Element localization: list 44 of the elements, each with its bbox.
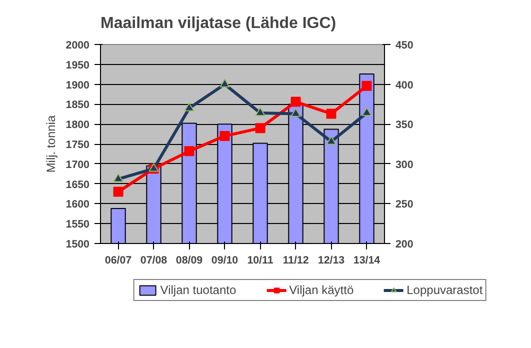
point: [220, 131, 230, 142]
y-tick-label: 1750: [66, 139, 90, 151]
point: [362, 80, 372, 91]
y-tick-label: 1900: [66, 79, 90, 92]
y-tick-label: 1850: [66, 99, 90, 112]
point: [290, 96, 301, 107]
y2-tick-label: 350: [396, 119, 414, 132]
y-tick-label: 1550: [66, 218, 90, 231]
point: [113, 173, 124, 182]
x-tick-label: 10/11: [247, 254, 274, 266]
point: [326, 108, 336, 119]
point: [184, 102, 194, 112]
point: [255, 107, 266, 116]
y2-tick-label: 300: [396, 158, 414, 171]
y-tick-label: 1800: [66, 119, 90, 132]
y-tick-label: 1700: [66, 158, 90, 171]
x-tick-label: 13/14: [353, 254, 380, 266]
x-tick-label: 09/10: [211, 254, 238, 266]
point: [255, 123, 266, 134]
point: [326, 136, 336, 145]
point: [113, 186, 124, 197]
y2-tick-label: 250: [396, 198, 414, 211]
x-tick-label: 08/09: [176, 254, 203, 266]
point: [184, 146, 194, 156]
legend-label: Viljan käyttö: [289, 283, 354, 297]
y-tick-label: 1500: [66, 238, 90, 250]
x-tick-label: 12/13: [318, 254, 345, 266]
y-axis-title: Milj. tonnia: [44, 114, 58, 173]
point: [220, 78, 230, 88]
legend-label: Viljan tuotanto: [160, 283, 236, 297]
y2-tick-label: 200: [396, 238, 414, 250]
y2-tick-label: 450: [396, 40, 414, 52]
x-tick-label: 11/12: [282, 254, 309, 266]
point: [362, 107, 372, 116]
chart-title: Maailman viljatase (Lähde IGC): [100, 15, 336, 32]
y2-tick-label: 400: [396, 79, 414, 92]
y-tick-label: 1600: [66, 198, 90, 211]
y-tick-label: 2000: [66, 40, 90, 52]
x-tick-label: 07/08: [140, 254, 168, 266]
x-tick-label: 06/07: [104, 254, 132, 266]
y-tick-label: 1650: [66, 178, 90, 191]
legend-label: Loppuvarastot: [406, 283, 483, 297]
point: [290, 108, 301, 117]
y-tick-label: 1950: [66, 59, 90, 72]
